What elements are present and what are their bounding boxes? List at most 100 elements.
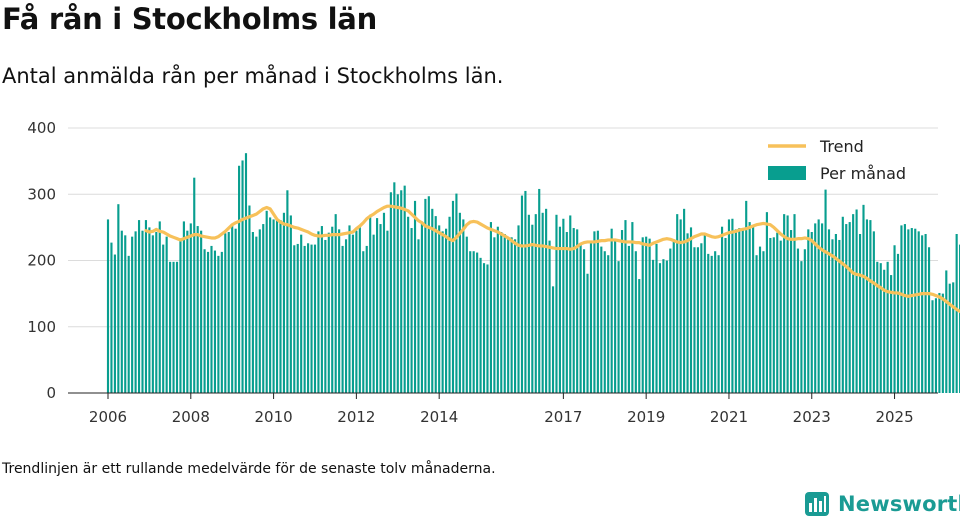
bar <box>848 222 851 393</box>
bar <box>386 230 389 393</box>
bar <box>841 216 844 393</box>
bar <box>838 239 841 393</box>
bar <box>172 261 175 393</box>
bar <box>262 224 265 393</box>
legend-bars-swatch <box>768 166 806 180</box>
bar <box>482 263 486 393</box>
brand-logo: Newsworthy <box>804 488 960 520</box>
bar <box>175 261 179 393</box>
bar <box>931 300 934 393</box>
bar <box>638 279 641 393</box>
bar <box>462 219 465 393</box>
bar <box>669 248 672 393</box>
bar <box>275 219 279 393</box>
bar <box>600 246 603 393</box>
bar <box>772 237 775 393</box>
bar <box>117 204 120 393</box>
bar <box>293 245 296 393</box>
bar <box>593 231 596 393</box>
bar <box>134 231 137 393</box>
bar <box>393 182 396 393</box>
bar <box>748 222 751 393</box>
bar <box>641 237 644 393</box>
bar <box>900 225 903 393</box>
bar <box>362 251 365 393</box>
bar <box>265 210 268 393</box>
bar <box>158 221 161 393</box>
bar <box>193 177 196 393</box>
bar <box>144 220 148 393</box>
bar <box>434 216 437 393</box>
bar <box>286 190 289 393</box>
bar <box>472 251 475 393</box>
bar <box>203 249 206 393</box>
bar <box>307 243 310 393</box>
bar <box>765 212 768 393</box>
bar <box>379 224 382 393</box>
bar <box>303 245 306 393</box>
bar <box>662 259 665 393</box>
bar <box>151 235 154 393</box>
bar <box>569 215 572 393</box>
bar <box>807 229 810 393</box>
bar <box>852 214 855 394</box>
bar <box>496 226 499 393</box>
bar <box>872 231 875 393</box>
bar <box>106 219 110 393</box>
bar <box>113 254 116 393</box>
bar <box>162 244 165 393</box>
bar <box>365 245 368 393</box>
bar <box>610 228 613 393</box>
bar <box>238 165 241 393</box>
bar <box>576 229 579 393</box>
bar <box>517 225 520 393</box>
bar <box>241 160 244 393</box>
x-tick-label: 2025 <box>875 408 913 426</box>
bar <box>758 246 762 393</box>
bar <box>890 275 893 393</box>
bar <box>200 230 203 393</box>
bar <box>789 230 793 393</box>
bar <box>572 228 575 393</box>
bar <box>620 230 624 393</box>
bar <box>907 229 910 393</box>
bar <box>255 236 258 393</box>
bar <box>355 230 358 393</box>
bar <box>952 282 955 393</box>
bar <box>527 214 530 393</box>
bar <box>196 226 199 393</box>
bar <box>903 224 906 393</box>
x-tick-label: 2014 <box>420 408 458 426</box>
bar <box>776 232 779 393</box>
bar <box>310 244 313 393</box>
bar <box>793 214 796 394</box>
bar <box>348 225 351 393</box>
bar <box>155 232 158 393</box>
bar <box>800 261 803 393</box>
bar <box>141 230 144 393</box>
bar <box>545 208 548 393</box>
bar <box>845 224 848 393</box>
bar <box>803 249 806 393</box>
bar <box>676 214 679 394</box>
trend-line <box>144 204 960 314</box>
y-tick-label: 300 <box>27 185 56 203</box>
bar <box>282 212 286 393</box>
bar <box>272 219 275 393</box>
bar <box>224 233 227 393</box>
bar <box>334 214 337 394</box>
bar <box>206 251 210 393</box>
bar <box>717 255 720 393</box>
bar <box>855 209 858 393</box>
bar <box>510 237 513 393</box>
bar <box>465 236 468 393</box>
bar <box>372 234 375 393</box>
bar <box>927 247 931 393</box>
bar <box>727 219 731 393</box>
bar <box>548 240 551 394</box>
bar <box>665 260 668 393</box>
bar <box>769 237 772 393</box>
bar <box>786 215 789 393</box>
bar <box>313 244 317 393</box>
bar <box>745 200 748 394</box>
